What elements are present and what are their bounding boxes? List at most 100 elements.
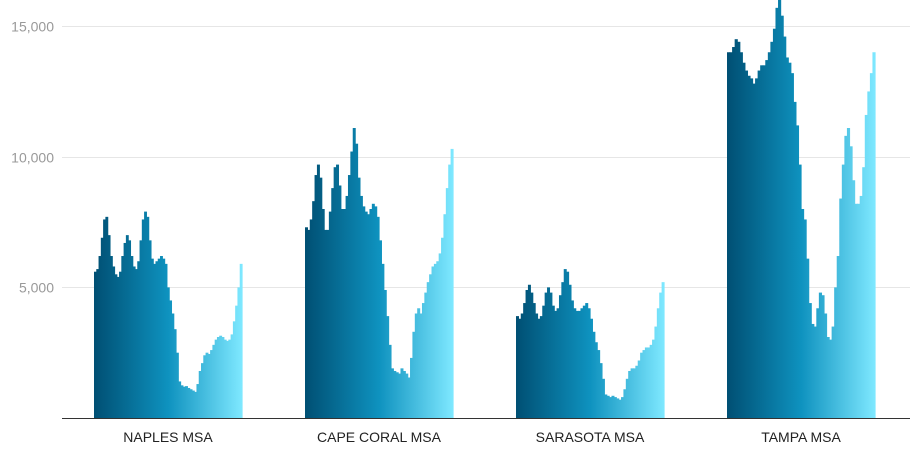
bar bbox=[216, 337, 220, 418]
bar bbox=[775, 7, 779, 419]
bar bbox=[98, 256, 102, 418]
bar bbox=[376, 216, 380, 418]
bar bbox=[189, 389, 193, 418]
bar bbox=[194, 391, 198, 419]
y-axis-tick-labels: 5,000 10,000 15,000 bbox=[11, 19, 54, 296]
bar bbox=[333, 167, 337, 418]
bar bbox=[637, 360, 641, 418]
bar bbox=[119, 271, 122, 418]
bar bbox=[221, 337, 225, 418]
bar bbox=[395, 372, 399, 418]
bar bbox=[347, 175, 351, 418]
bar bbox=[582, 305, 586, 418]
bar bbox=[144, 211, 147, 418]
bar bbox=[328, 211, 332, 418]
bar bbox=[599, 363, 603, 418]
bar bbox=[554, 310, 558, 418]
bar bbox=[869, 73, 874, 419]
bar bbox=[107, 235, 111, 419]
bar bbox=[806, 258, 810, 418]
bar bbox=[594, 342, 598, 418]
bar bbox=[659, 292, 663, 418]
bar bbox=[205, 352, 209, 418]
bar-group bbox=[516, 269, 665, 419]
bar bbox=[632, 368, 636, 418]
bar bbox=[235, 305, 239, 418]
bar bbox=[185, 386, 188, 418]
bar bbox=[228, 339, 232, 419]
bar bbox=[146, 216, 150, 418]
bar bbox=[198, 370, 202, 418]
bar bbox=[516, 316, 519, 418]
bar bbox=[103, 219, 106, 418]
bar bbox=[755, 78, 759, 419]
bar bbox=[747, 75, 751, 418]
bar bbox=[191, 390, 195, 418]
bar bbox=[219, 335, 223, 418]
bar bbox=[132, 266, 136, 418]
bar bbox=[656, 308, 660, 418]
bar bbox=[374, 206, 378, 418]
bar bbox=[836, 256, 840, 418]
bar bbox=[563, 269, 567, 418]
bar bbox=[369, 209, 373, 418]
bar bbox=[547, 287, 551, 419]
bar bbox=[141, 219, 145, 418]
x-category-label: SARASOTA MSA bbox=[536, 429, 645, 445]
bar bbox=[854, 203, 858, 418]
x-category-label: CAPE CORAL MSA bbox=[317, 429, 442, 445]
bar bbox=[128, 240, 132, 418]
bar bbox=[778, 0, 782, 418]
bar bbox=[431, 266, 435, 418]
bar bbox=[790, 73, 794, 419]
bar bbox=[844, 135, 848, 418]
bar bbox=[426, 282, 430, 418]
bar bbox=[182, 386, 186, 418]
bar bbox=[331, 188, 335, 418]
bar bbox=[364, 211, 368, 418]
bar bbox=[362, 206, 366, 418]
bar bbox=[841, 164, 845, 418]
bar bbox=[201, 363, 204, 418]
bar bbox=[237, 287, 241, 419]
bar bbox=[573, 308, 577, 418]
bar bbox=[388, 344, 392, 418]
bar bbox=[314, 175, 318, 418]
bar bbox=[429, 274, 433, 418]
bar bbox=[852, 180, 856, 418]
bar bbox=[520, 313, 524, 418]
bar bbox=[166, 287, 170, 419]
bar bbox=[623, 389, 627, 418]
bar bbox=[772, 28, 777, 419]
bar bbox=[857, 203, 861, 418]
bar bbox=[590, 318, 593, 418]
bar bbox=[798, 164, 802, 418]
bar bbox=[780, 15, 784, 419]
bar bbox=[872, 52, 876, 418]
bar bbox=[561, 282, 565, 418]
bar bbox=[407, 377, 411, 418]
bar bbox=[398, 373, 402, 418]
bar bbox=[570, 300, 574, 418]
bar bbox=[121, 256, 125, 418]
bar bbox=[203, 355, 207, 418]
bar bbox=[834, 287, 838, 419]
bar bbox=[566, 271, 570, 418]
bar bbox=[530, 292, 534, 418]
bar bbox=[393, 370, 397, 418]
bar bbox=[527, 284, 531, 418]
bar bbox=[196, 384, 200, 418]
bar bbox=[386, 316, 390, 418]
bar bbox=[609, 397, 613, 418]
bar bbox=[757, 70, 761, 418]
y-tick-label: 15,000 bbox=[11, 19, 54, 35]
bar bbox=[762, 65, 766, 418]
bar bbox=[621, 397, 625, 418]
bar bbox=[808, 303, 812, 418]
bar bbox=[417, 308, 421, 418]
bar bbox=[616, 398, 620, 418]
bar bbox=[450, 148, 454, 418]
bar bbox=[535, 313, 539, 418]
bar bbox=[112, 266, 116, 418]
bar bbox=[729, 52, 733, 418]
